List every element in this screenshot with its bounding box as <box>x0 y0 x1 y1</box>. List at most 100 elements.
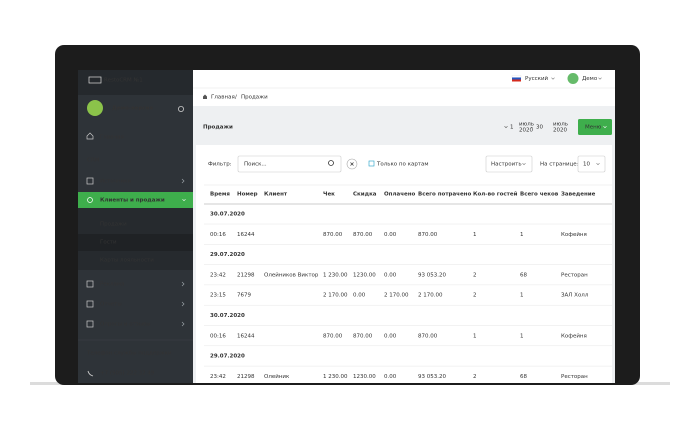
table-cell: 1230.00 <box>353 374 376 380</box>
settings-icon[interactable] <box>177 106 184 113</box>
menu-item[interactable]: Реклама <box>100 282 124 288</box>
avatar <box>567 73 579 84</box>
logo: RestoCRM №1 <box>104 78 143 84</box>
table-cell: 0.00 <box>384 374 397 380</box>
date-month: июль <box>553 122 568 128</box>
table-cell: 2 170.00 <box>384 293 409 299</box>
table-cell: 00:16 <box>210 232 226 238</box>
table-cell: 23:42 <box>210 272 226 278</box>
table-cell: 1 <box>473 232 477 238</box>
clear-icon <box>350 162 354 166</box>
user-name: Демо-версия <box>112 106 153 112</box>
per-page-label: На странице: <box>540 162 579 168</box>
table-cell: 1 <box>520 232 524 238</box>
table-cell: 0.00 <box>353 293 366 299</box>
submenu-item[interactable]: Гости <box>100 240 117 246</box>
menu-section: CRM <box>87 158 100 164</box>
menu-button[interactable] <box>578 119 612 135</box>
menu-icon <box>86 177 94 185</box>
table-cell: 21298 <box>237 374 255 380</box>
date-day: 1 <box>510 125 514 131</box>
client-link[interactable]: Олейников Виктор <box>264 271 319 278</box>
table-cell: 0.00 <box>384 232 397 238</box>
menu-item[interactable]: Главная <box>100 135 124 141</box>
date-year: 2020 <box>519 128 533 134</box>
filter-label: Фильтр: <box>208 162 232 168</box>
sidebar-header <box>78 70 193 95</box>
column-header: Всего чеков <box>520 192 559 198</box>
caret-icon <box>603 125 607 129</box>
column-header: Заведение <box>561 192 596 198</box>
topbar-user[interactable]: Демо <box>582 76 598 82</box>
menu-item[interactable]: Опросы и отзывы <box>100 322 151 328</box>
table-cell: 2 <box>473 374 477 380</box>
table-cell: 1 230.00 <box>323 272 348 278</box>
table-cell: 870.00 <box>323 232 343 238</box>
table-cell: 870.00 <box>418 232 438 238</box>
chevron-icon <box>181 281 185 287</box>
table-cell: Кофейня <box>561 231 587 238</box>
search-input[interactable] <box>237 155 342 173</box>
menu-item[interactable]: Отчеты <box>100 302 122 308</box>
avatar <box>87 100 103 116</box>
date-month: июль <box>519 122 534 128</box>
table-cell: Ресторан <box>561 272 588 278</box>
column-header: Скидка <box>353 192 377 198</box>
phone-icon <box>87 370 94 377</box>
group-date: 30.07.2020 <box>210 212 245 218</box>
menu-active-bg <box>78 192 193 208</box>
submenu-active-bg <box>78 234 193 251</box>
card <box>196 145 612 383</box>
chevron-icon <box>181 178 185 184</box>
table-cell: 2 <box>473 293 477 299</box>
table-cell: 7679 <box>237 293 251 299</box>
table-cell: 16244 <box>237 333 255 339</box>
menu-item[interactable]: Источники <box>100 179 131 185</box>
table-cell: 68 <box>520 272 527 278</box>
checkbox-label: Только по картам <box>376 162 429 168</box>
table-cell: ЗАЛ Холл <box>561 293 589 299</box>
menu-button-label[interactable]: Меню <box>585 125 602 131</box>
language[interactable]: Русский <box>525 75 549 82</box>
column-header: Оплачено <box>384 192 416 198</box>
table-cell: 1 <box>520 293 524 299</box>
support-phone: +7 (905) 222 32 49 <box>100 371 155 377</box>
breadcrumb-item[interactable]: Главная <box>211 95 235 101</box>
per-page-value[interactable]: 10 <box>583 162 590 168</box>
table-cell: 1 230.00 <box>323 374 348 380</box>
date-year: 2020 <box>553 128 567 134</box>
support-label: Телефон службы поддержки <box>86 351 172 357</box>
menu-icon <box>86 280 94 288</box>
menu-icon <box>86 320 94 328</box>
column-header: Кол-во гостей <box>473 191 518 198</box>
menu-item-active[interactable]: Клиенты и продажи <box>100 198 165 204</box>
flag-blue <box>512 77 521 80</box>
per-page-select[interactable] <box>577 155 606 173</box>
menu-icon <box>86 300 94 308</box>
table-cell: 00:16 <box>210 333 226 339</box>
table-cell: Кофейня <box>561 332 587 339</box>
configure-label[interactable]: Настроить <box>491 162 522 168</box>
home-icon <box>86 132 94 140</box>
caret-icon <box>522 162 526 166</box>
page-title: Продажи <box>203 125 233 131</box>
table-cell: 1 <box>473 333 477 339</box>
submenu-item[interactable]: Продажи <box>100 222 127 228</box>
table-cell: 870.00 <box>353 232 373 238</box>
table-cell: 2 170.00 <box>418 293 443 299</box>
table-cell: 23:42 <box>210 374 226 380</box>
group-date: 30.07.2020 <box>210 313 245 319</box>
table-cell: 93 053.20 <box>418 272 446 278</box>
caret-icon <box>598 77 602 80</box>
caret-icon <box>182 198 186 202</box>
configure-select[interactable] <box>485 155 533 173</box>
group-date: 29.07.2020 <box>210 354 245 360</box>
table-cell: 23:15 <box>210 293 226 299</box>
checkbox[interactable] <box>368 160 375 167</box>
column-header: Время <box>210 192 230 198</box>
submenu-item[interactable]: Карты лояльности <box>100 258 154 264</box>
group-date: 29.07.2020 <box>210 252 245 258</box>
client-link[interactable]: Олейник <box>264 373 290 380</box>
